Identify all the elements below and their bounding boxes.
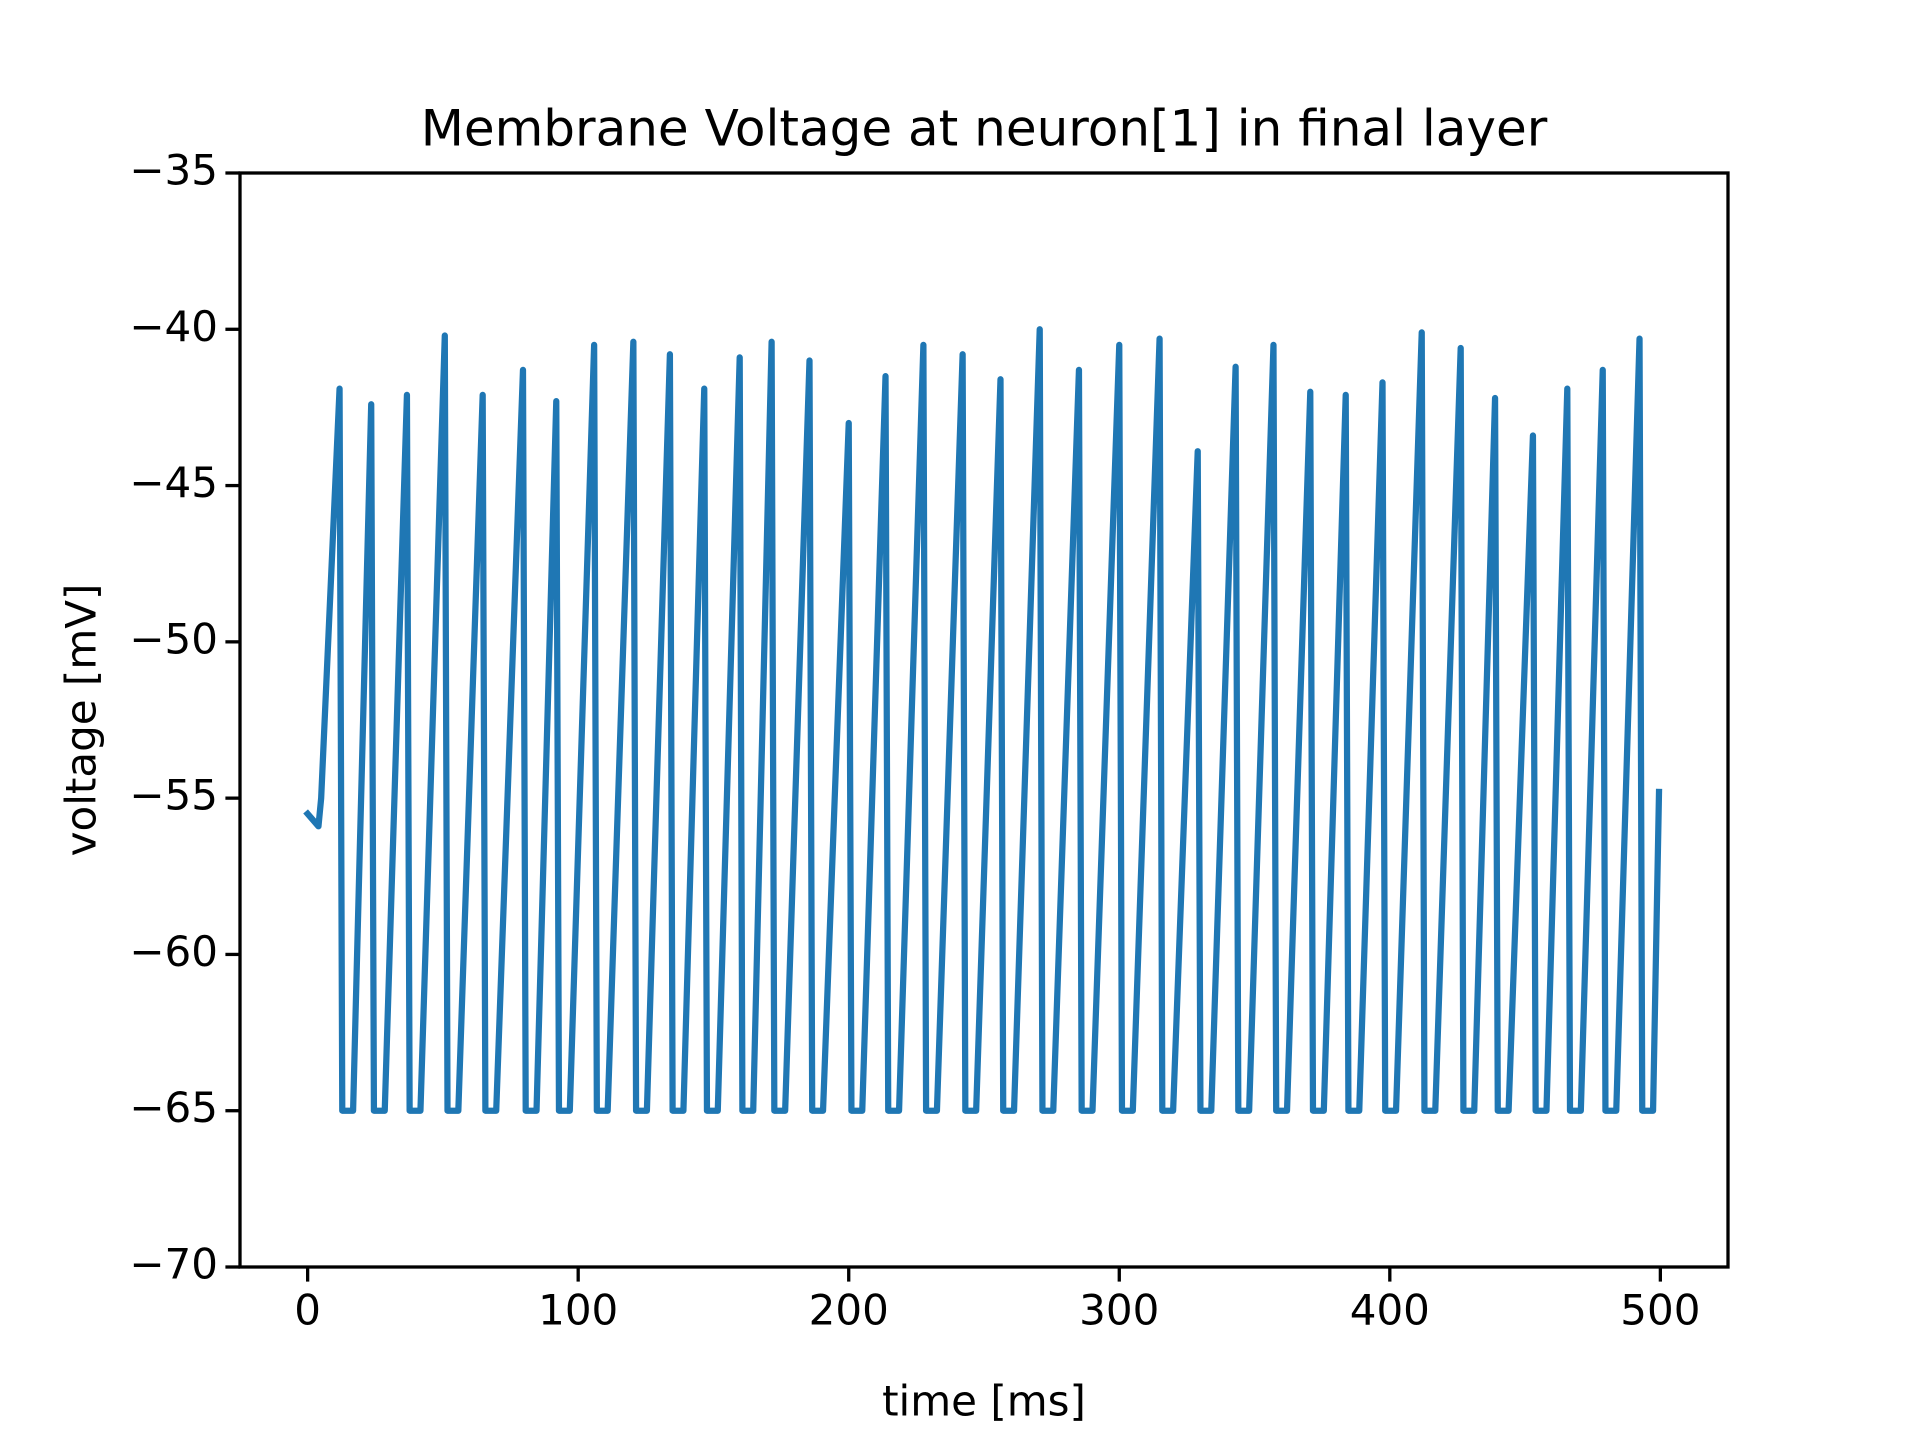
y-tick-label: −35 xyxy=(129,146,218,195)
x-axis-label: time [ms] xyxy=(882,1377,1086,1426)
x-tick-label: 100 xyxy=(538,1286,618,1335)
y-tick-label: −65 xyxy=(129,1083,218,1132)
x-tick-label: 500 xyxy=(1620,1286,1700,1335)
y-tick-label: −55 xyxy=(129,771,218,820)
y-tick-label: −50 xyxy=(129,614,218,663)
plot-frame xyxy=(238,171,1730,1269)
y-tick-label: −45 xyxy=(129,458,218,507)
x-tick-label: 200 xyxy=(809,1286,889,1335)
y-tick-label: −60 xyxy=(129,927,218,976)
y-tick-label: −70 xyxy=(129,1240,218,1289)
chart-title: Membrane Voltage at neuron[1] in final l… xyxy=(421,100,1548,158)
y-axis-label: voltage [mV] xyxy=(57,584,106,857)
data-line xyxy=(303,326,1663,1114)
x-tick-label: 400 xyxy=(1350,1286,1430,1335)
x-tick-label: 0 xyxy=(294,1286,321,1335)
y-tick-label: −40 xyxy=(129,302,218,351)
x-tick-label: 300 xyxy=(1079,1286,1159,1335)
